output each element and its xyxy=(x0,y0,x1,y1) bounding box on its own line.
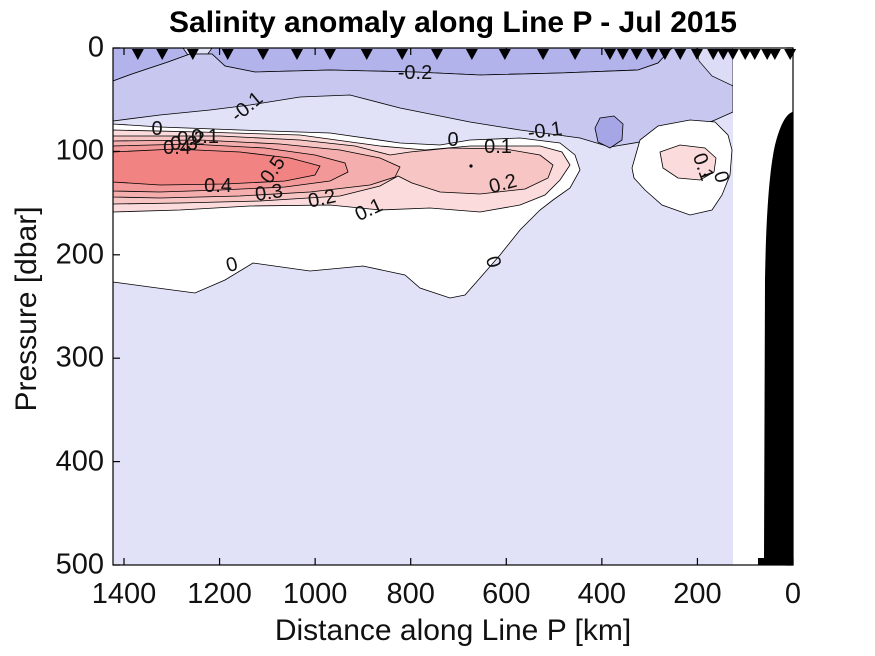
y-tick-label: 300 xyxy=(55,341,104,374)
station-marker-triangle xyxy=(761,49,774,60)
station-marker-triangle xyxy=(748,49,761,60)
station-marker-triangle xyxy=(690,49,703,60)
station-marker-triangle xyxy=(569,49,582,60)
y-tick-label: 100 xyxy=(55,134,104,167)
axis-ticks xyxy=(113,47,794,566)
x-tick-label: 400 xyxy=(577,578,627,610)
station-marker-triangle xyxy=(396,49,409,60)
x-tick-label: 200 xyxy=(673,578,722,610)
station-marker-triangle xyxy=(784,49,797,60)
axes-box xyxy=(112,47,794,566)
contour-label: 0.3 xyxy=(170,133,198,155)
contour-label: 0 xyxy=(447,129,459,151)
contour-label: 0.3 xyxy=(253,180,285,206)
station-marker-triangle xyxy=(430,49,443,60)
station-marker-triangle xyxy=(323,49,336,60)
contour-label: -0.1 xyxy=(526,117,564,145)
y-tick-label: 400 xyxy=(55,445,104,478)
station-marker-triangle xyxy=(537,49,550,60)
x-tick-label: 1400 xyxy=(91,578,157,610)
station-marker-triangle xyxy=(658,49,671,60)
band-0p1-0p2-island xyxy=(659,144,717,181)
station-marker-triangle xyxy=(465,49,478,60)
contour-label: 0.4 xyxy=(204,175,232,197)
station-marker-triangle xyxy=(156,49,169,60)
contour-label: 0.2 xyxy=(306,185,338,213)
station-marker-triangle xyxy=(739,49,752,60)
contour-label: 0.4 xyxy=(163,137,191,159)
station-markers xyxy=(131,49,797,60)
band-neg0p2-neg0p1 xyxy=(112,47,734,148)
station-marker-triangle xyxy=(290,49,303,60)
station-marker-triangle xyxy=(768,49,781,60)
station-marker-triangle xyxy=(186,49,199,60)
station-marker-triangle xyxy=(616,49,629,60)
station-marker-triangle xyxy=(498,49,511,60)
station-marker-triangle xyxy=(630,49,643,60)
station-marker-triangle xyxy=(221,49,234,60)
x-tick-label: 1200 xyxy=(187,578,252,610)
station-marker-triangle xyxy=(360,49,373,60)
contour-label: 0.1 xyxy=(484,136,512,158)
x-tick-label: 1000 xyxy=(282,578,348,610)
bathymetry xyxy=(758,112,793,565)
station-marker-triangle xyxy=(257,49,270,60)
station-marker-triangle xyxy=(726,49,739,60)
x-tick-label: 0 xyxy=(784,578,802,610)
x-tick-label: 600 xyxy=(482,578,531,610)
y-tick-label: 500 xyxy=(55,548,104,581)
tiny-contour-dot xyxy=(469,164,473,168)
contour-label: 0.1 xyxy=(191,126,219,148)
figure-title: Salinity anomaly along Line P - Jul 2015 xyxy=(169,6,737,39)
x-axis-label: Distance along Line P [km] xyxy=(274,614,632,647)
band-neg0p2-blob xyxy=(594,115,624,149)
contour-label: 0.2 xyxy=(177,128,205,150)
tiny-contour-dot xyxy=(703,173,707,177)
y-tick-label: 200 xyxy=(55,238,104,271)
station-marker-triangle xyxy=(603,49,616,60)
station-marker-triangle xyxy=(131,49,144,60)
station-marker-triangle xyxy=(646,49,659,60)
band-above-0p5 xyxy=(112,148,321,186)
y-tick-label: 0 xyxy=(87,31,104,64)
station-marker-triangle xyxy=(717,49,730,60)
station-marker-triangle xyxy=(707,49,720,60)
x-tick-label: 800 xyxy=(386,578,435,610)
contour-label: 0 xyxy=(151,118,163,140)
station-marker-triangle xyxy=(674,49,687,60)
y-axis-label: Pressure [dbar] xyxy=(10,206,43,412)
contour-label: -0.2 xyxy=(397,62,433,84)
